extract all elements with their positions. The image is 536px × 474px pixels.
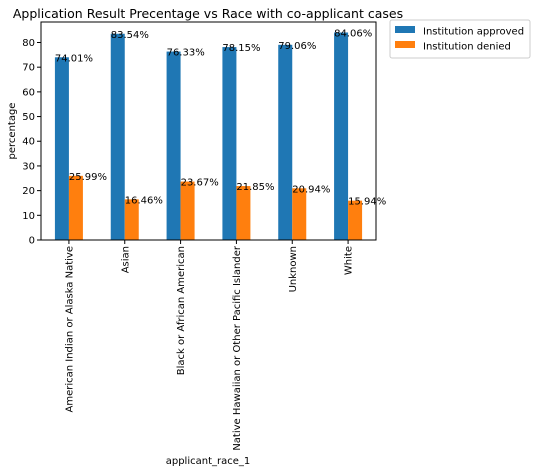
- bar-denied: [180, 181, 195, 240]
- data-label: 23.67%: [181, 178, 219, 189]
- y-tick-label: 20: [22, 186, 35, 197]
- bar-denied: [68, 175, 83, 240]
- y-axis-label: percentage: [7, 103, 18, 160]
- legend-swatch: [395, 26, 415, 33]
- data-label: 78.15%: [222, 43, 260, 54]
- bar-approved: [110, 33, 125, 240]
- x-tick-label: American Indian or Alaska Native: [64, 246, 75, 413]
- data-label: 79.06%: [278, 41, 316, 52]
- x-axis-label: applicant_race_1: [166, 456, 251, 467]
- data-label: 76.33%: [167, 48, 205, 59]
- bar-denied: [292, 188, 307, 240]
- y-tick-label: 50: [22, 112, 35, 123]
- bar-approved: [54, 57, 69, 240]
- legend-label: Institution denied: [423, 42, 511, 53]
- legend-swatch: [395, 41, 415, 48]
- bar-approved: [222, 47, 237, 240]
- x-tick-label: Native Hawaiian or Other Pacific Islande…: [232, 245, 243, 451]
- y-tick-label: 80: [22, 38, 35, 49]
- data-label: 83.54%: [111, 30, 149, 41]
- y-tick-label: 0: [29, 236, 35, 247]
- data-label: 25.99%: [69, 172, 107, 183]
- data-label: 74.01%: [55, 53, 93, 64]
- x-tick-label: Asian: [120, 246, 131, 273]
- y-tick-label: 30: [22, 161, 35, 172]
- y-tick-label: 60: [22, 87, 35, 98]
- bar-approved: [334, 32, 349, 240]
- data-label: 20.94%: [292, 184, 330, 195]
- y-tick-label: 10: [22, 211, 35, 222]
- bar-approved: [278, 44, 293, 241]
- chart-title: Application Result Precentage vs Race wi…: [13, 6, 403, 21]
- y-tick-label: 40: [22, 137, 35, 148]
- x-tick-label: Unknown: [288, 246, 299, 292]
- data-label: 84.06%: [334, 28, 372, 39]
- data-label: 16.46%: [125, 195, 163, 206]
- data-label: 15.94%: [348, 197, 386, 208]
- y-tick-label: 70: [22, 63, 35, 74]
- legend: Institution approved Institution denied: [389, 19, 531, 59]
- bar-denied: [348, 200, 363, 240]
- plot-frame: [40, 21, 377, 241]
- bar-denied: [124, 199, 139, 240]
- x-tick-label: White: [344, 246, 355, 275]
- x-tick-label: Black or African American: [176, 246, 187, 375]
- legend-box: [389, 19, 531, 59]
- bar-denied: [236, 186, 251, 240]
- bar-approved: [166, 51, 181, 240]
- plot-area: 0 10 20 30 40 50 60 70 80 American Indian or Alas…: [22, 28, 386, 450]
- data-label: 21.85%: [236, 182, 274, 193]
- legend-label: Institution approved: [423, 27, 524, 38]
